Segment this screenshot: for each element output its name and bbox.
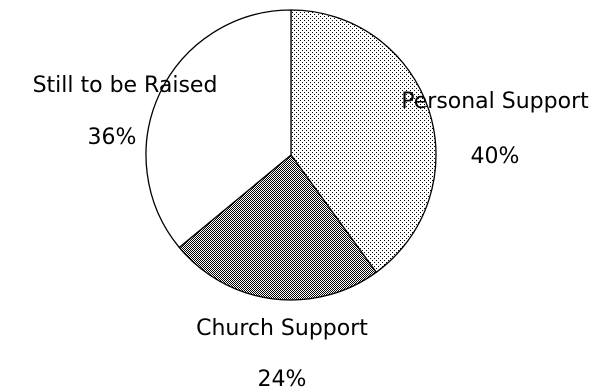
slice-percent-personal-support: 40% — [471, 144, 520, 169]
slice-percent-church-support: 24% — [258, 367, 307, 391]
pie-slice-church-support — [178, 154, 378, 301]
slice-label-still-to-be-raised: Still to be Raised — [33, 73, 218, 98]
pie-slice-still-to-be-raised — [145, 9, 292, 249]
pie-slice-personal-support — [290, 9, 437, 274]
pie-slices — [145, 9, 437, 301]
slice-label-church-support: Church Support — [196, 316, 368, 341]
slice-label-personal-support: Personal Support — [401, 89, 589, 114]
slice-percent-still-to-be-raised: 36% — [88, 125, 137, 150]
